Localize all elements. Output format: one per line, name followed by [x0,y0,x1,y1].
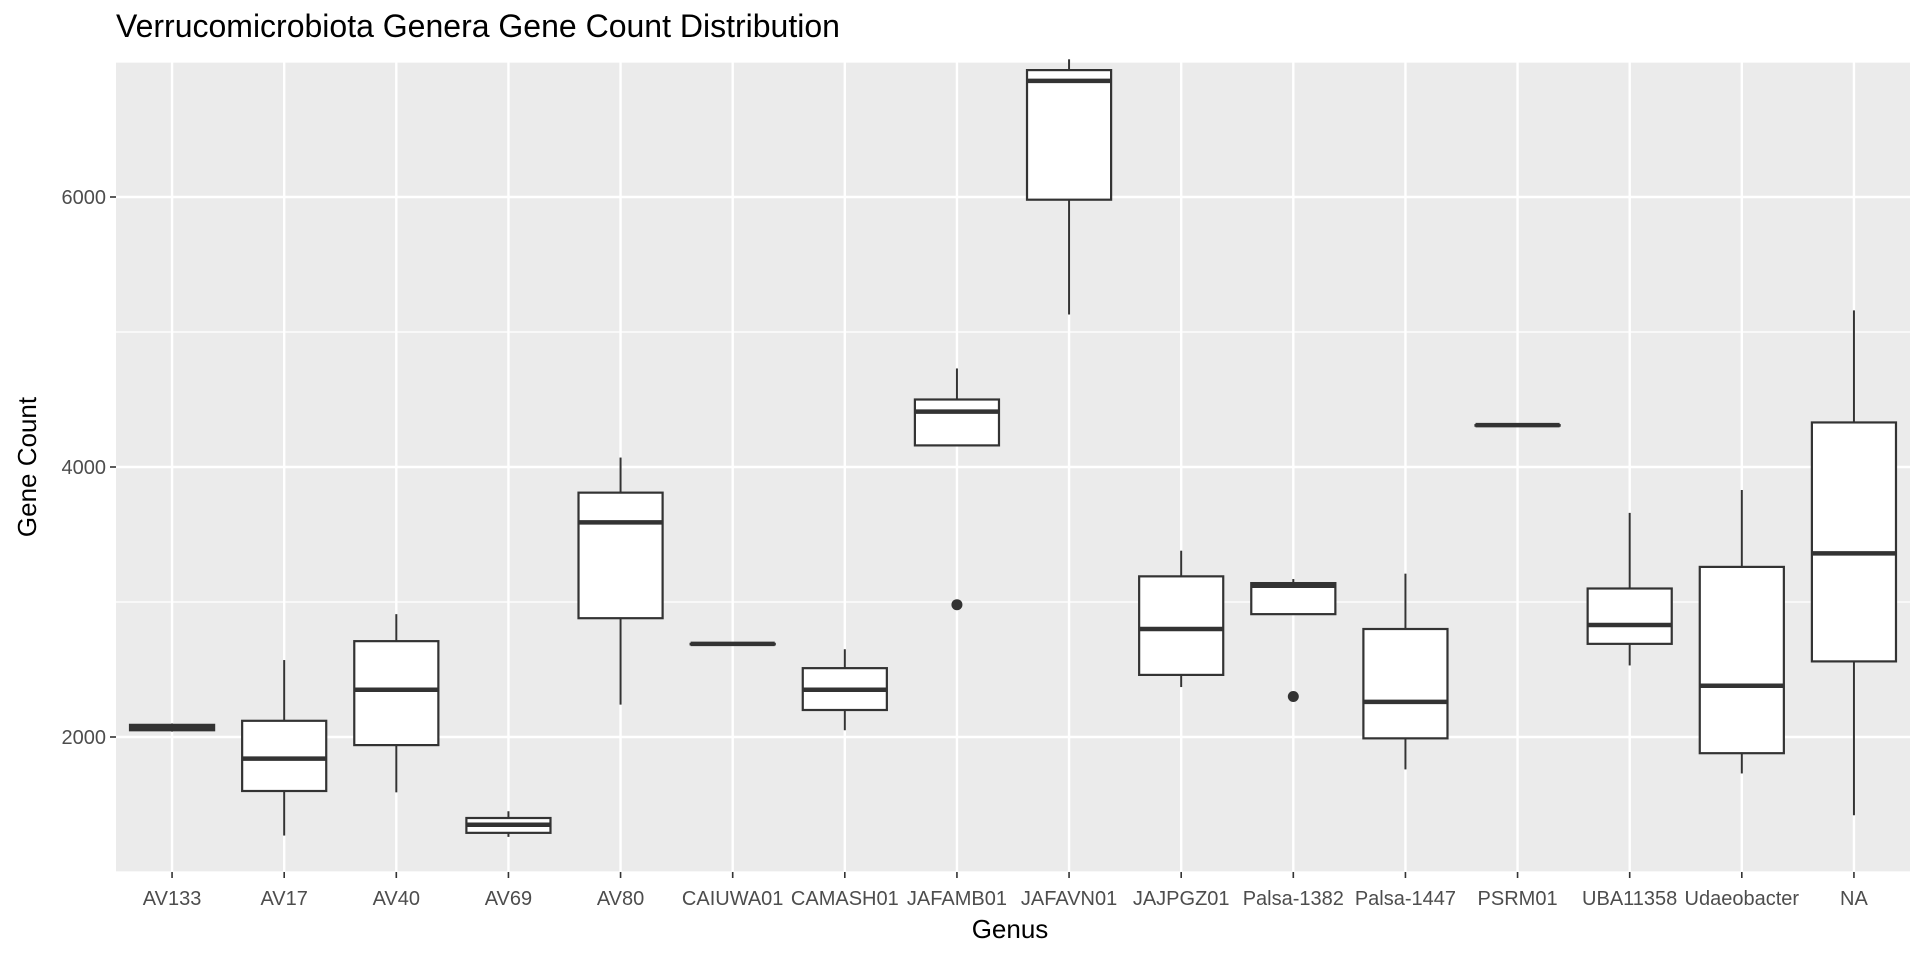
x-tick-label: JAJPGZ01 [1133,888,1230,910]
chart-title: Verrucomicrobiota Genera Gene Count Dist… [116,8,840,44]
box-na [1810,310,1898,816]
x-tick-label: Palsa-1447 [1355,888,1456,910]
box-palsa-1382 [1250,579,1337,702]
box-av133 [128,723,216,732]
box-iqr [353,640,440,747]
box-iqr [1138,575,1225,676]
outlier-point [1287,691,1299,702]
x-tick-label: AV133 [143,888,202,910]
x-axis-title: Genus [972,914,1049,944]
y-tick-label: 2000 [62,727,107,749]
box-psrm01 [1474,422,1561,428]
box-iqr [1362,627,1449,740]
box-udaeobacter [1698,489,1785,774]
x-tick-label: AV80 [597,888,644,910]
box-camash01 [801,649,888,731]
box-av80 [577,457,664,705]
x-tick-label: PSRM01 [1478,888,1558,910]
box-iqr [1025,68,1113,201]
x-tick-label: AV17 [260,888,307,910]
y-tick-label: 4000 [62,457,107,479]
x-tick-label: CAIUWA01 [682,888,784,910]
box-iqr [241,719,328,793]
x-tick-label: Udaeobacter [1685,888,1800,910]
box-jajpgz01 [1138,550,1225,688]
x-tick-label: JAFAMB01 [907,888,1007,910]
x-tick-label: NA [1840,888,1868,910]
x-axis: AV133 AV17 AV40 AV69 AV80 CAIUWA01 CAMASH01 JAF… [143,872,1868,910]
box-av17 [241,660,328,836]
box-series [128,59,1898,837]
outlier-point [951,599,963,611]
box-iqr [913,398,1001,447]
x-tick-label: AV40 [373,888,420,910]
box-jafavn01 [1025,59,1113,315]
box-iqr [1698,565,1785,755]
box-iqr [577,491,664,620]
x-tick-label: UBA11358 [1582,888,1677,910]
y-axis-title: Gene Count [12,396,42,537]
x-tick-label: JAFAVN01 [1021,888,1117,910]
box-iqr [1250,581,1337,616]
box-palsa-1447 [1362,573,1449,770]
box-jafamb01 [913,368,1001,611]
y-tick-label: 6000 [62,187,107,209]
y-axis: 2000 4000 6000 [62,187,116,749]
x-tick-label: Palsa-1382 [1243,888,1344,910]
x-tick-label: AV69 [485,888,532,910]
x-tick-label: CAMASH01 [791,888,899,910]
box-caiuwa01 [689,641,776,647]
box-av40 [353,614,440,793]
box-iqr [1586,587,1673,645]
box-av69 [465,811,552,837]
box-uba11358 [1586,512,1673,666]
box-iqr [1810,421,1898,663]
